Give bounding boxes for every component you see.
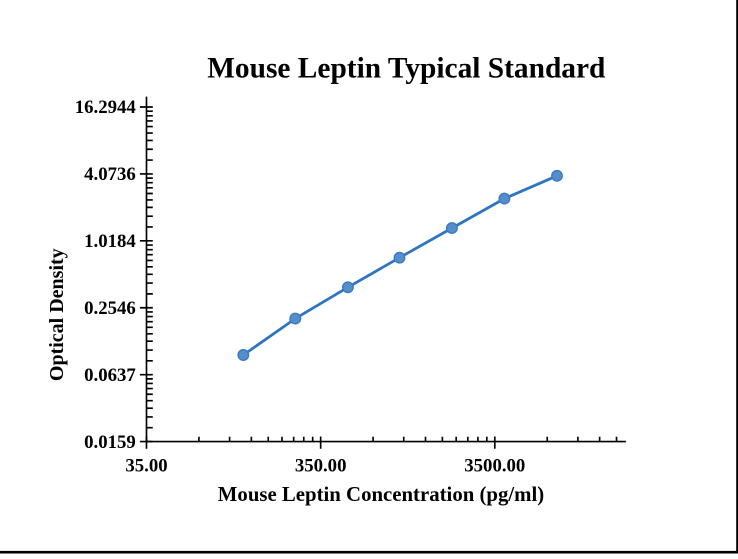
svg-text:1.0184: 1.0184 xyxy=(84,231,136,252)
svg-text:0.2546: 0.2546 xyxy=(84,298,136,319)
svg-text:3500.00: 3500.00 xyxy=(464,456,525,477)
svg-text:Mouse Leptin Concentration (pg: Mouse Leptin Concentration (pg/ml) xyxy=(218,483,544,506)
svg-text:Mouse Leptin Typical Standard: Mouse Leptin Typical Standard xyxy=(207,53,606,85)
svg-text:0.0159: 0.0159 xyxy=(84,432,136,453)
svg-text:4.0736: 4.0736 xyxy=(84,164,136,185)
svg-text:350.00: 350.00 xyxy=(295,456,347,477)
svg-text:35.00: 35.00 xyxy=(125,456,167,477)
svg-text:16.2944: 16.2944 xyxy=(75,97,137,118)
svg-text:0.0637: 0.0637 xyxy=(84,365,136,386)
svg-text:Optical Density: Optical Density xyxy=(46,248,68,381)
